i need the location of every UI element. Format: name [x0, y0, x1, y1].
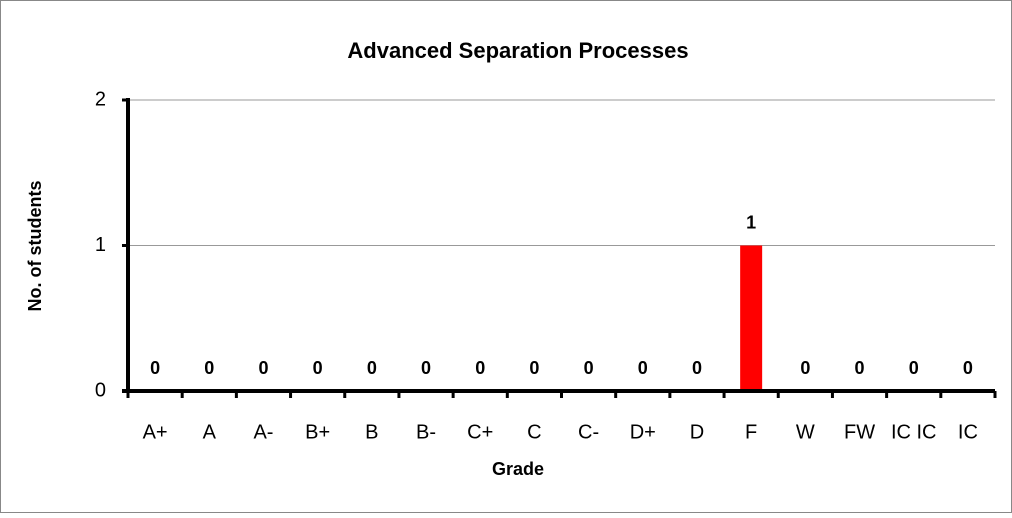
y-tick-label: 2: [95, 88, 106, 110]
value-label: 1: [746, 212, 756, 232]
x-tick-label: B: [365, 421, 378, 443]
x-tick-label: C-: [578, 421, 599, 443]
value-label: 0: [529, 358, 539, 378]
x-tick-label: A+: [143, 421, 168, 443]
value-label: 0: [258, 358, 268, 378]
x-tick-label: IC: [958, 421, 978, 443]
value-label: 0: [855, 358, 865, 378]
value-label: 0: [475, 358, 485, 378]
y-axis-label: No. of students: [25, 181, 45, 312]
x-tick-label: W: [796, 421, 815, 443]
x-tick-label: IC IC: [891, 421, 937, 443]
chart-title: Advanced Separation Processes: [347, 38, 688, 63]
x-tick-label: D: [690, 421, 704, 443]
x-tick-label: C: [527, 421, 541, 443]
x-tick-label: A-: [253, 421, 273, 443]
x-tick-label: C+: [467, 421, 493, 443]
x-tick-label: A: [203, 421, 217, 443]
bar: [740, 245, 763, 391]
value-label: 0: [204, 358, 214, 378]
x-axis-label: Grade: [492, 459, 544, 479]
value-label: 0: [421, 358, 431, 378]
x-tick-label: B-: [416, 421, 436, 443]
x-tick-label: FW: [844, 421, 875, 443]
x-tick-label: B+: [305, 421, 330, 443]
y-tick-label: 0: [95, 379, 106, 401]
y-tick-label: 1: [95, 234, 106, 256]
value-label: 0: [150, 358, 160, 378]
value-label: 0: [584, 358, 594, 378]
value-label: 0: [367, 358, 377, 378]
value-label: 0: [638, 358, 648, 378]
x-tick-label: F: [745, 421, 757, 443]
value-label: 0: [313, 358, 323, 378]
x-tick-label: D+: [630, 421, 656, 443]
value-label: 0: [800, 358, 810, 378]
value-label: 0: [963, 358, 973, 378]
value-label: 0: [692, 358, 702, 378]
value-label: 0: [909, 358, 919, 378]
